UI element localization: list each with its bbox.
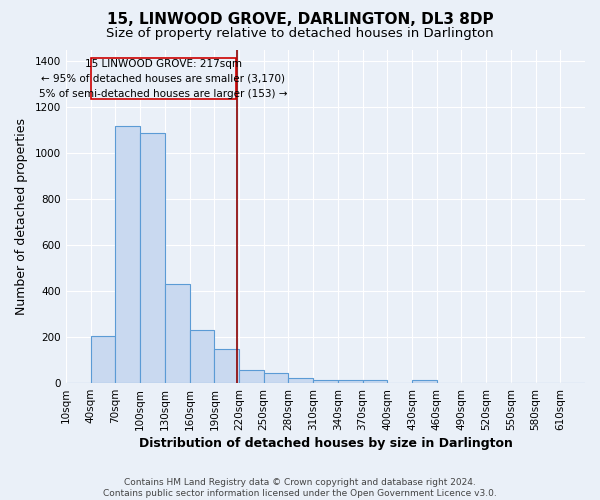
Bar: [140, 132, 165, 383]
X-axis label: Distribution of detached houses by size in Darlington: Distribution of detached houses by size …: [139, 437, 512, 450]
Bar: [239, 370, 264, 383]
Bar: [115, 126, 140, 383]
Y-axis label: Number of detached properties: Number of detached properties: [15, 118, 28, 315]
Bar: [214, 350, 239, 383]
Bar: [190, 330, 214, 383]
Bar: [264, 374, 289, 383]
Text: 15 LINWOOD GROVE: 217sqm
← 95% of detached houses are smaller (3,170)
5% of semi: 15 LINWOOD GROVE: 217sqm ← 95% of detach…: [39, 59, 287, 98]
Bar: [165, 284, 190, 383]
Bar: [338, 380, 362, 383]
Bar: [91, 58, 236, 100]
Text: Size of property relative to detached houses in Darlington: Size of property relative to detached ho…: [106, 28, 494, 40]
Bar: [313, 380, 338, 383]
Text: Contains HM Land Registry data © Crown copyright and database right 2024.
Contai: Contains HM Land Registry data © Crown c…: [103, 478, 497, 498]
Bar: [412, 380, 437, 383]
Bar: [289, 378, 313, 383]
Text: 15, LINWOOD GROVE, DARLINGTON, DL3 8DP: 15, LINWOOD GROVE, DARLINGTON, DL3 8DP: [107, 12, 493, 28]
Bar: [362, 380, 388, 383]
Bar: [91, 336, 115, 383]
